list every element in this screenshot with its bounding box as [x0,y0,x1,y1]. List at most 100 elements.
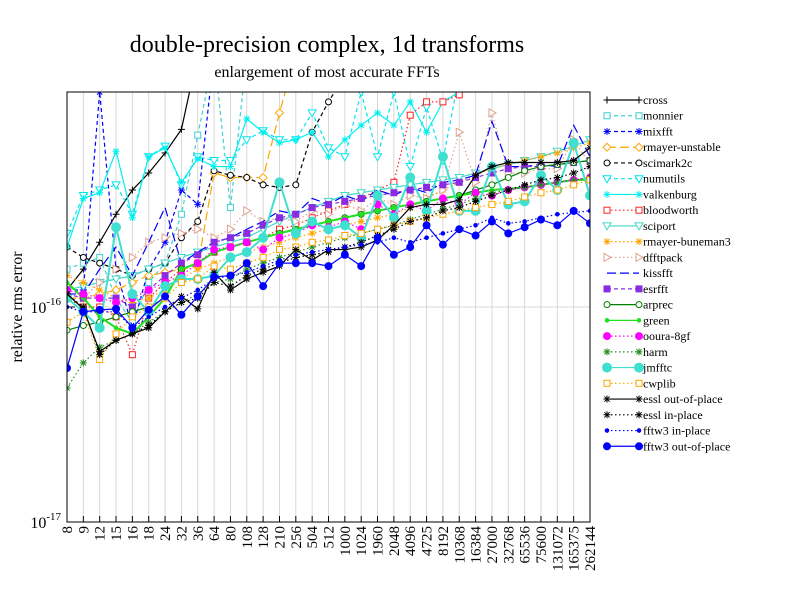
marker [635,206,643,214]
marker [586,157,590,165]
marker [226,204,234,212]
marker [112,264,122,275]
marker [635,96,643,104]
marker [112,330,120,338]
x-tick-label: 2048 [387,526,403,556]
marker [292,210,300,218]
marker [471,231,480,240]
marker [603,332,611,341]
marker [488,181,496,189]
marker [357,229,365,237]
marker [438,194,447,203]
marker [553,221,562,230]
marker [635,411,643,419]
marker [160,259,170,269]
marker [570,169,578,177]
marker [455,127,465,138]
marker [472,197,480,205]
legend-label: cross [643,93,668,107]
marker [405,172,416,183]
marker [210,272,219,281]
marker [242,238,251,247]
marker [391,205,397,210]
legend-label: fftw3 out-of-place [643,439,730,453]
marker [94,322,105,333]
marker [193,259,202,268]
marker [455,178,463,186]
marker [603,206,611,214]
marker [521,167,529,175]
marker [505,221,511,226]
marker [292,253,300,261]
marker [144,285,153,294]
marker [96,238,104,246]
marker [179,295,184,301]
marker [308,238,316,246]
marker [570,157,578,165]
marker [504,165,512,173]
marker [161,308,169,316]
marker [586,176,590,184]
marker [537,189,545,197]
marker [193,292,202,301]
marker [177,178,185,186]
legend-label: rmayer-unstable [643,140,721,154]
marker [112,210,120,218]
x-tick-label: 128 [256,526,272,549]
marker [603,395,611,403]
marker [357,121,365,129]
marker [96,286,104,294]
marker [128,351,136,359]
marker [112,313,120,321]
marker [603,238,611,246]
marker [111,222,122,233]
marker [603,285,611,293]
marker [112,304,121,313]
marker [275,214,283,222]
marker [603,411,611,419]
legend-label: kissfft [643,266,673,280]
marker [635,127,643,135]
marker [374,214,382,222]
x-tick-label: 4725 [420,526,436,556]
x-tick-label: 4096 [403,526,419,557]
marker [67,265,71,273]
marker [537,176,545,184]
marker [455,92,463,99]
x-tick-label: 12 [93,526,109,541]
marker [438,240,447,249]
y-tick-exponent: -17 [46,511,61,523]
marker [226,234,234,242]
marker [553,149,561,157]
marker [603,252,613,263]
marker [374,225,382,233]
marker [79,194,87,202]
marker [307,216,318,227]
marker [389,183,399,193]
marker [423,183,431,191]
marker [487,217,496,226]
marker [488,107,497,118]
marker [357,238,365,246]
marker [504,229,513,238]
marker [390,189,398,197]
y-tick-base: 10 [30,515,46,532]
x-tick-label: 32768 [501,526,517,564]
legend-label: sciport [643,219,676,233]
marker [290,228,301,239]
marker [455,204,463,212]
marker [259,265,267,273]
marker [194,200,202,208]
marker [210,268,218,276]
marker [96,343,104,351]
marker [95,294,104,303]
marker [604,428,610,433]
plot-area [67,92,590,392]
series-line [67,92,191,291]
marker [161,238,169,246]
marker [423,214,431,222]
marker [275,259,284,268]
marker [79,253,87,261]
marker [161,232,171,243]
